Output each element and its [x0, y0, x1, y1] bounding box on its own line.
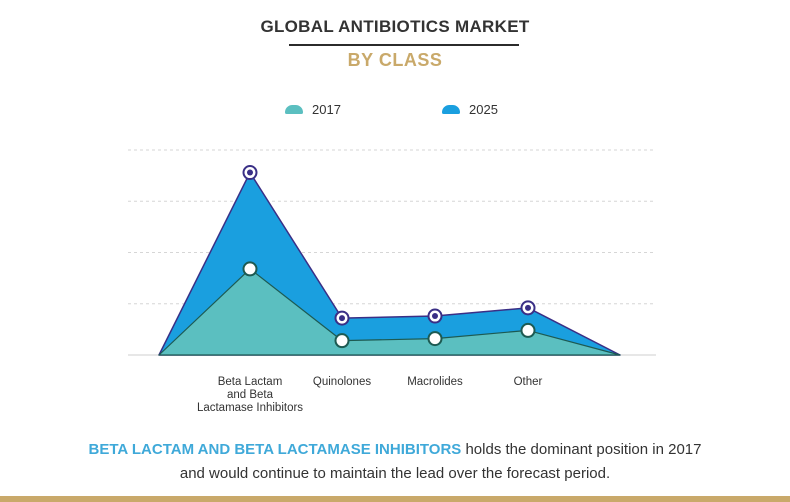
data-point-core-2025-2: [339, 315, 345, 322]
category-label-line: and Beta: [226, 389, 274, 401]
data-point-core-2017-3: [432, 335, 438, 342]
legend-item-2017[interactable]: 2017: [285, 102, 341, 117]
area-chart: [128, 149, 656, 356]
data-point-core-2025-4: [525, 304, 531, 311]
category-label-line: Other: [513, 376, 543, 388]
caption: BETA LACTAM AND BETA LACTAMASE INHIBITOR…: [0, 438, 790, 486]
caption-line-2: and would continue to maintain the lead …: [179, 465, 611, 482]
chart-title: GLOBAL ANTIBIOTICS MARKET: [260, 17, 530, 36]
caption-highlight: BETA LACTAM AND BETA LACTAMASE INHIBITOR…: [88, 441, 462, 458]
data-point-core-2017-1: [247, 265, 253, 272]
category-label-line: Quinolones: [312, 376, 372, 388]
caption-line-1-rest: holds the dominant position in 2017: [461, 441, 702, 458]
category-label: Quinolones: [272, 376, 412, 389]
legend-label-2017: 2017: [312, 102, 341, 117]
category-label-line: Lactamase Inhibitors: [196, 402, 304, 414]
data-point-core-2017-2: [339, 337, 345, 344]
title-underline: [289, 44, 519, 46]
data-point-core-2017-4: [525, 327, 531, 334]
legend: 2017 2025: [0, 102, 790, 122]
legend-item-2025[interactable]: 2025: [442, 102, 498, 117]
legend-swatch-2017: [285, 105, 303, 114]
legend-label-2025: 2025: [469, 102, 498, 117]
category-label: Other: [458, 376, 598, 389]
chart-subtitle: BY CLASS: [347, 50, 443, 70]
legend-swatch-2025: [442, 105, 460, 114]
bottom-accent-bar: [0, 496, 790, 502]
category-label: Macrolides: [365, 376, 505, 389]
category-label-line: Macrolides: [407, 376, 463, 388]
category-label-line: Beta Lactam: [217, 376, 283, 388]
category-label: Beta Lactam and Beta Lactamase Inhibitors: [180, 376, 320, 415]
data-point-core-2025-1: [247, 169, 253, 176]
data-point-core-2025-3: [432, 313, 438, 320]
caption-line-1: BETA LACTAM AND BETA LACTAMASE INHIBITOR…: [0, 438, 790, 462]
